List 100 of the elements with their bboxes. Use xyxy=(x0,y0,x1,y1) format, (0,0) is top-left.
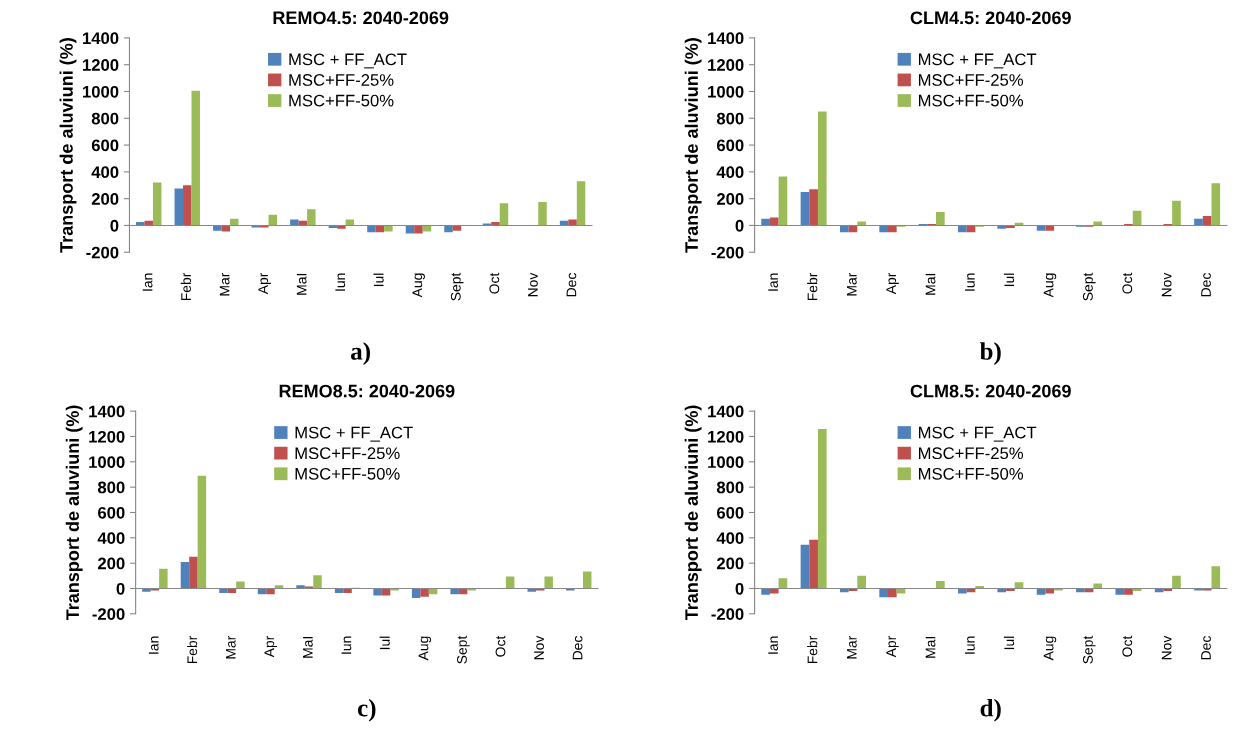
x-tick-label: Aug xyxy=(1043,273,1057,298)
x-tick-label: Ian xyxy=(148,636,159,654)
x-tick-label: Iun xyxy=(335,273,346,291)
chart-title: CLM4.5: 2040-2069 xyxy=(910,11,1071,25)
x-tick-label: Ian xyxy=(768,636,778,654)
x-tick-label: Iul xyxy=(1003,273,1015,287)
x-tick-label: Aug xyxy=(412,273,425,298)
y-tick-label: 1000 xyxy=(83,85,119,98)
legend-label: MSC+FF-25% xyxy=(295,447,400,460)
x-tick-label: MaI xyxy=(296,273,307,295)
x-tick-label: Ian xyxy=(768,273,778,291)
x-tick-label: Mar xyxy=(225,635,236,659)
x-tick-label: Mar xyxy=(847,635,857,659)
legend-label: MSC + FF_ACT xyxy=(289,53,407,69)
legend-label: MSC+FF-50% xyxy=(295,467,400,480)
y-tick-label: 600 xyxy=(716,506,744,519)
x-tick-label: Oct xyxy=(489,272,500,294)
y-tick-label: 0 xyxy=(735,219,744,232)
x-tick-label: Nov xyxy=(534,635,544,660)
y-tick-label: 1400 xyxy=(83,32,119,45)
y-tick-label: -200 xyxy=(711,246,744,259)
x-tick-label: Ian xyxy=(142,273,153,291)
x-tick-label: Febr xyxy=(186,635,198,664)
x-tick-label: Apr xyxy=(258,272,271,295)
x-tick-label: Apr xyxy=(264,635,277,658)
y-tick-label: 400 xyxy=(716,166,744,179)
text: b) xyxy=(979,342,1001,365)
x-tick-label: Sept xyxy=(457,635,470,664)
x-tick-label: Sept xyxy=(1082,272,1096,301)
x-tick-label: Dec xyxy=(1201,273,1211,297)
y-axis-title: Transport de aluviuni (%) xyxy=(59,38,77,253)
legend-label: MSC+FF-50% xyxy=(918,94,1024,107)
chart-title: REMO4.5: 2040-2069 xyxy=(273,11,449,25)
x-tick-label: Apr xyxy=(886,635,899,658)
x-tick-label: Iul xyxy=(379,636,390,650)
y-tick-label: 1400 xyxy=(89,405,125,418)
x-tick-label: Iun xyxy=(965,636,975,654)
x-tick-label: Iul xyxy=(373,273,384,287)
legend-label: MSC + FF_ACT xyxy=(918,426,1037,442)
y-tick-label: -200 xyxy=(86,246,119,259)
x-tick-label: Nov xyxy=(1161,272,1172,297)
y-axis-title: Transport de aluviuni (%) xyxy=(684,405,702,621)
x-tick-label: Aug xyxy=(418,636,432,661)
y-tick-label: 0 xyxy=(116,582,125,595)
y-tick-label: 0 xyxy=(735,582,744,595)
x-tick-label: Dec xyxy=(572,636,583,660)
legend-label: MSC+FF-25% xyxy=(289,74,394,86)
x-tick-label: MaI xyxy=(303,636,313,658)
y-tick-label: 1200 xyxy=(83,59,119,71)
y-tick-label: 800 xyxy=(716,481,744,494)
x-tick-label: Febr xyxy=(180,272,191,301)
y-tick-label: 800 xyxy=(716,112,744,125)
text: a) xyxy=(351,342,370,365)
x-tick-label: Sept xyxy=(1082,635,1096,664)
x-tick-label: Nov xyxy=(1161,635,1172,660)
x-tick-label: MaI xyxy=(925,636,936,658)
legend-label: MSC+FF-25% xyxy=(918,447,1024,460)
x-tick-label: Nov xyxy=(528,272,538,297)
y-tick-label: 400 xyxy=(97,532,125,545)
y-tick-label: -200 xyxy=(92,608,125,621)
y-tick-label: 400 xyxy=(91,166,119,179)
y-tick-label: 1000 xyxy=(708,85,744,98)
x-tick-label: Aug xyxy=(1043,636,1057,661)
text: d) xyxy=(980,698,1001,722)
y-tick-label: 400 xyxy=(716,532,744,545)
x-tick-label: Oct xyxy=(1122,635,1133,657)
legend-label: MSC+FF-25% xyxy=(918,74,1024,86)
y-tick-label: 200 xyxy=(97,557,125,570)
x-tick-label: Dec xyxy=(566,273,577,297)
y-tick-label: 1000 xyxy=(89,456,125,469)
text: c) xyxy=(357,698,376,722)
y-tick-label: 200 xyxy=(716,193,744,205)
x-tick-label: Iun xyxy=(341,636,352,654)
y-tick-label: 1400 xyxy=(708,405,744,418)
x-tick-label: Mar xyxy=(847,272,857,296)
y-tick-label: 200 xyxy=(716,557,744,570)
legend-label: MSC+FF-50% xyxy=(918,467,1024,480)
y-axis-title: Transport de aluviuni (%) xyxy=(65,405,83,621)
y-tick-label: -200 xyxy=(711,608,744,621)
y-tick-label: 0 xyxy=(110,219,119,232)
y-tick-label: 800 xyxy=(97,481,125,494)
y-tick-label: 200 xyxy=(91,193,119,205)
y-tick-label: 1400 xyxy=(708,32,744,45)
x-tick-label: Mar xyxy=(219,272,230,296)
chart-title: CLM8.5: 2040-2069 xyxy=(910,384,1071,398)
legend-label: MSC + FF_ACT xyxy=(295,426,413,442)
x-tick-label: Sept xyxy=(450,272,464,301)
y-axis-title: Transport de aluviuni (%) xyxy=(684,38,702,253)
x-tick-label: Febr xyxy=(807,272,818,301)
x-tick-label: Febr xyxy=(807,635,818,664)
x-tick-label: Oct xyxy=(1122,272,1133,294)
y-tick-label: 800 xyxy=(91,112,119,125)
legend-label: MSC + FF_ACT xyxy=(918,53,1037,69)
x-tick-label: Apr xyxy=(886,272,899,295)
y-tick-label: 1200 xyxy=(708,430,744,443)
y-tick-label: 1200 xyxy=(708,59,744,71)
chart-title: REMO8.5: 2040-2069 xyxy=(279,384,455,398)
y-tick-label: 1000 xyxy=(708,456,744,469)
x-tick-label: MaI xyxy=(925,273,936,295)
legend-label: MSC+FF-50% xyxy=(289,94,394,107)
